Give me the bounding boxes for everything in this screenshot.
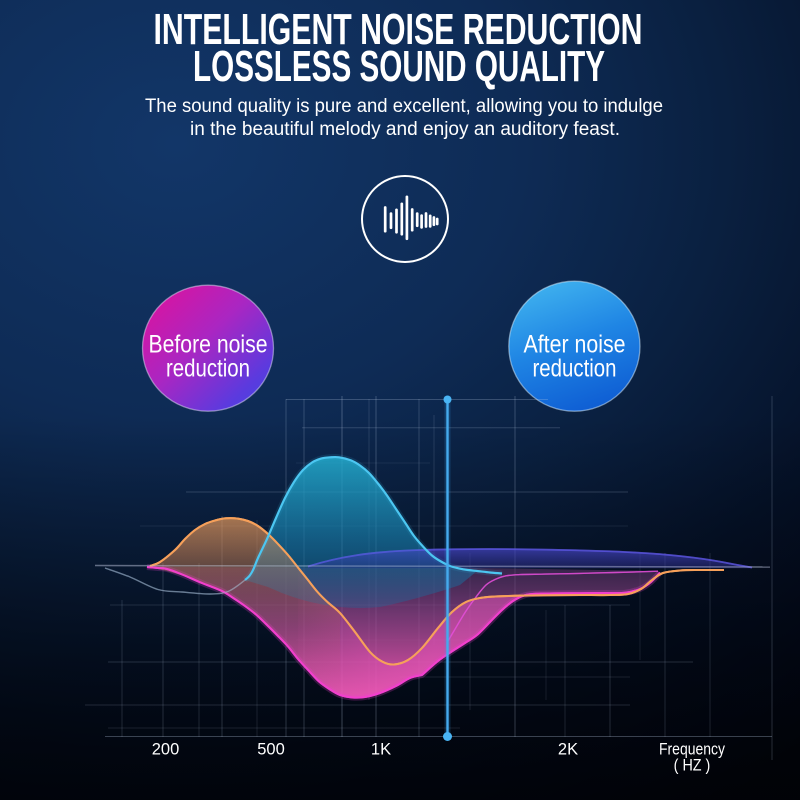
svg-text:Before noise: Before noise (149, 331, 268, 359)
svg-text:LOSSLESS SOUND QUALITY: LOSSLESS SOUND QUALITY (193, 42, 605, 91)
svg-text:The sound quality is pure and: The sound quality is pure and excellent,… (145, 96, 663, 117)
svg-text:INTELLIGENT NOISE REDUCTION: INTELLIGENT NOISE REDUCTION (154, 5, 643, 54)
svg-text:200: 200 (152, 741, 180, 759)
svg-text:reduction: reduction (533, 355, 617, 383)
svg-text:1K: 1K (371, 741, 391, 759)
svg-text:( HZ ): ( HZ ) (674, 757, 711, 775)
svg-text:After noise: After noise (524, 331, 626, 359)
svg-text:in the beautiful melody and en: in the beautiful melody and enjoy an aud… (190, 119, 620, 140)
svg-text:500: 500 (257, 741, 285, 759)
svg-text:reduction: reduction (166, 355, 250, 383)
svg-text:2K: 2K (558, 741, 578, 759)
svg-text:Frequency: Frequency (659, 741, 726, 759)
